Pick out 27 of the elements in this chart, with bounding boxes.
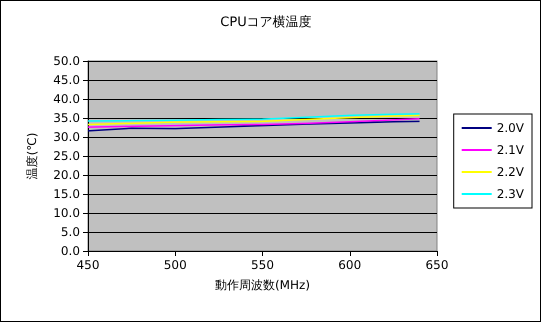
x-tick-label: 550 xyxy=(251,258,274,272)
y-tick-label: 50.0 xyxy=(53,54,80,68)
legend-label: 2.1V xyxy=(496,143,525,157)
line-series xyxy=(87,118,420,128)
y-tick-label: 5.0 xyxy=(60,225,80,239)
y-tick-label: 25.0 xyxy=(53,149,80,163)
legend-label: 2.0V xyxy=(496,121,525,135)
x-tick-label: 600 xyxy=(338,258,362,272)
y-tick-label: 10.0 xyxy=(53,206,80,220)
legend-label: 2.3V xyxy=(496,187,525,201)
x-tick-label: 450 xyxy=(76,258,100,272)
x-tick-label: 500 xyxy=(164,258,187,272)
line-series xyxy=(87,120,420,132)
x-tick-label: 650 xyxy=(426,258,448,272)
y-tick-label: 35.0 xyxy=(53,111,80,125)
x-axis-title: 動作周波数(MHz) xyxy=(214,278,310,292)
y-tick-label: 45.0 xyxy=(53,73,80,87)
y-tick-label: 15.0 xyxy=(53,187,80,201)
legend-label: 2.2V xyxy=(496,165,525,179)
y-tick-label: 0.0 xyxy=(60,244,80,258)
line-series xyxy=(87,113,420,122)
y-tick-label: 30.0 xyxy=(53,130,80,144)
y-tick-label: 20.0 xyxy=(53,168,80,182)
chart-title: CPUコア横温度 xyxy=(220,14,312,30)
y-axis-title: 温度(℃) xyxy=(25,132,39,180)
line-series xyxy=(87,114,420,126)
y-tick-label: 40.0 xyxy=(53,92,80,106)
